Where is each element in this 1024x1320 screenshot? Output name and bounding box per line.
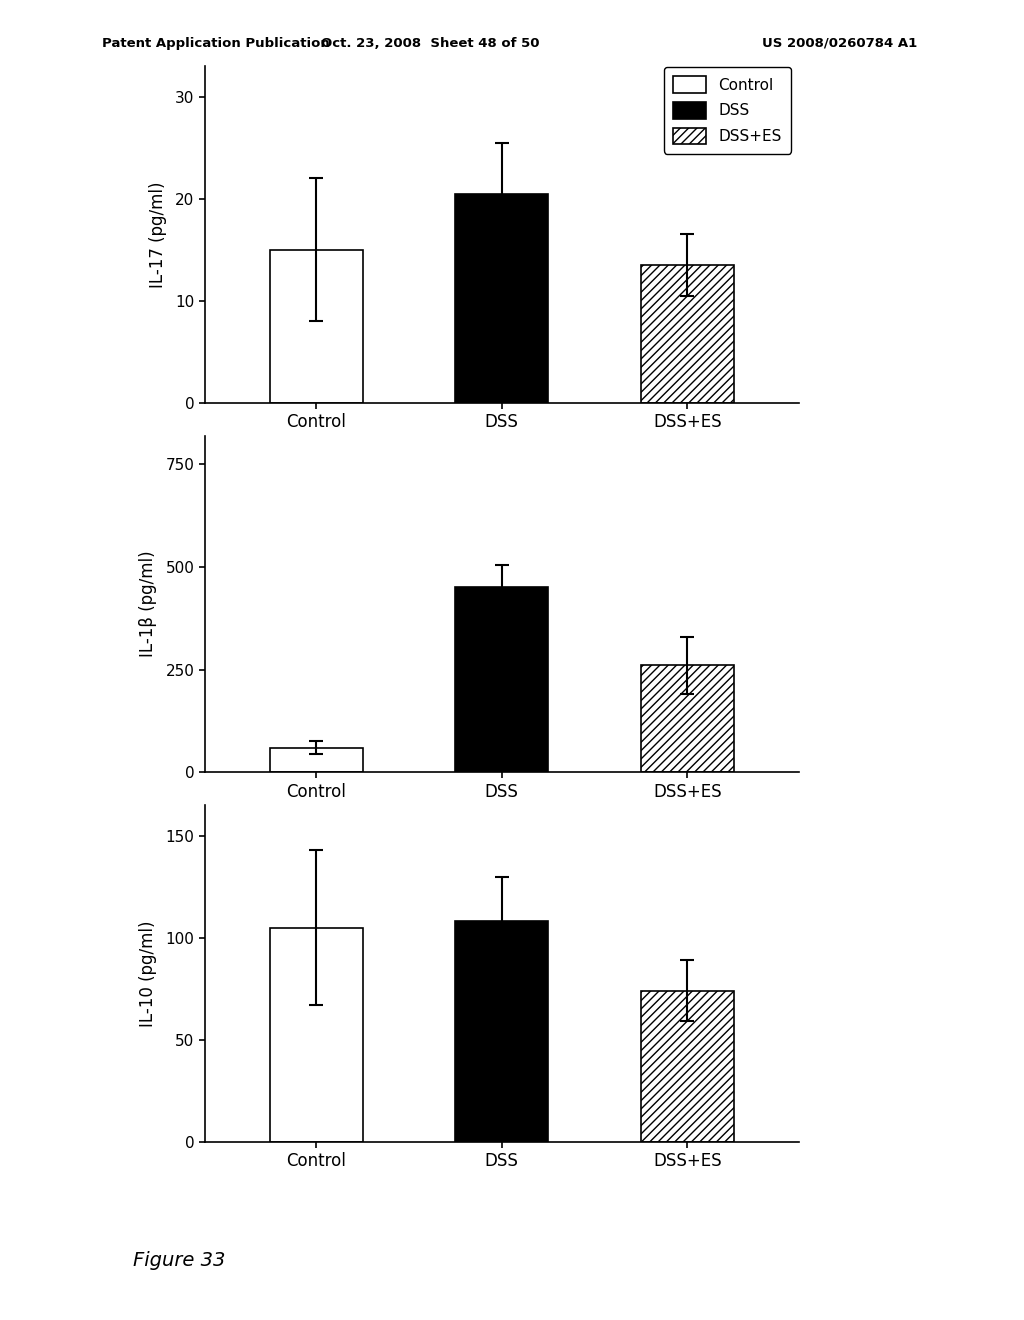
Text: Oct. 23, 2008  Sheet 48 of 50: Oct. 23, 2008 Sheet 48 of 50 <box>321 37 540 50</box>
Bar <box>641 991 734 1142</box>
Bar <box>269 249 362 403</box>
Y-axis label: IL-10 (pg/ml): IL-10 (pg/ml) <box>139 920 157 1027</box>
Bar <box>269 928 362 1142</box>
Bar <box>456 921 548 1142</box>
Bar <box>269 747 362 772</box>
Bar <box>456 194 548 403</box>
Bar <box>641 265 734 403</box>
Bar <box>456 587 548 772</box>
Text: US 2008/0260784 A1: US 2008/0260784 A1 <box>762 37 918 50</box>
Legend: Control, DSS, DSS+ES: Control, DSS, DSS+ES <box>664 67 792 153</box>
Text: Figure 33: Figure 33 <box>133 1251 225 1270</box>
Y-axis label: IL-17 (pg/ml): IL-17 (pg/ml) <box>148 181 167 288</box>
Text: Patent Application Publication: Patent Application Publication <box>102 37 330 50</box>
Y-axis label: IL-1β (pg/ml): IL-1β (pg/ml) <box>139 550 157 657</box>
Bar <box>641 665 734 772</box>
